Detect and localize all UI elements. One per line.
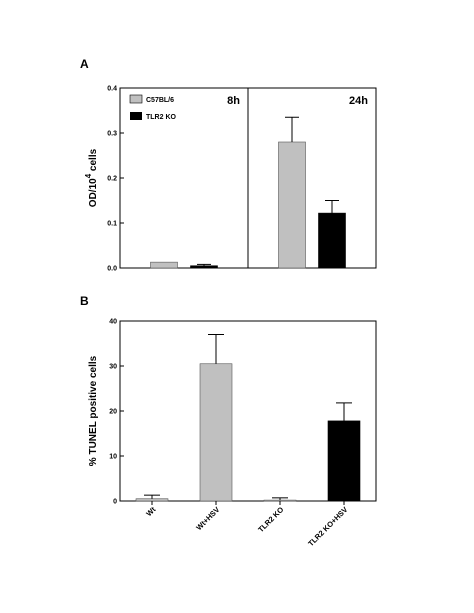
panel-a-y-tick-label: 0.3 [107, 131, 117, 138]
category-label: TLR2 KO+HSV [306, 505, 349, 548]
panel-a-y-axis-label: OD/104 cells [84, 148, 99, 207]
panel-a-y-tick-label: 0.4 [107, 86, 117, 93]
panel-b-y-tick-label: 30 [109, 364, 117, 371]
legend-label-tlr2ko: TLR2 KO [146, 114, 177, 121]
legend-swatch-tlr2ko [130, 112, 142, 120]
panel-b: B 0 10 20 30 40 Wt Wt+HSV TLR2 KO TLR2 KO+HSV %… [80, 294, 377, 548]
panel-a-y-tick-label: 0.1 [107, 221, 117, 228]
facet-label-8h: 8h [227, 95, 240, 107]
panel-b-y-tick-label: 40 [109, 319, 117, 326]
panel-b-y-tick-label: 20 [109, 409, 117, 416]
error-bar-8h-1 [197, 263, 211, 266]
panel-b-y-tick-label: 10 [109, 454, 117, 461]
panel-a-letter: A [80, 57, 89, 71]
bar-tlr2-ko [263, 499, 297, 502]
panel-a-legend: C57BL/6 TLR2 KO [129, 94, 177, 121]
legend-label-c57bl6: C57BL/6 [146, 97, 174, 104]
bar-8h-tlr2-ko [190, 265, 218, 269]
panel-a-bars [150, 116, 346, 269]
panel-a: A 0.0 0.1 0.2 0.3 0.4 8h 24h C57BL/6 TLR2 KO… [80, 57, 377, 273]
panel-a-y-axis: 0.0 0.1 0.2 0.3 0.4 [107, 86, 124, 273]
legend-swatch-c57bl6 [129, 94, 143, 104]
error-bar-wt [144, 494, 160, 499]
bar-24h-tlr2-ko [318, 212, 346, 269]
bar-wt [135, 498, 169, 502]
bar-24h-c57bl-6 [278, 141, 306, 269]
category-label: Wt [144, 505, 157, 518]
error-bar-tlr2-ko-hsv [336, 402, 352, 421]
bar-tlr2-ko-hsv [327, 420, 361, 502]
panel-b-bars [135, 334, 361, 502]
bar-wt-hsv [199, 363, 233, 502]
panel-b-x-axis: Wt Wt+HSV TLR2 KO TLR2 KO+HSV [144, 501, 349, 548]
error-bar-24h-1 [325, 200, 339, 214]
panel-a-y-tick-label: 0.0 [107, 266, 117, 273]
category-label: TLR2 KO [256, 505, 285, 534]
error-bar-wt-hsv [208, 334, 224, 364]
panel-a-y-tick-label: 0.2 [107, 176, 117, 183]
panel-b-y-axis-label: % TUNEL positive cells [88, 355, 99, 466]
error-bar-24h-0 [285, 116, 299, 142]
error-bar-tlr2-ko [272, 497, 288, 501]
bar-8h-c57bl-6 [150, 261, 178, 269]
panel-b-letter: B [80, 294, 89, 308]
facet-label-24h: 24h [349, 95, 368, 107]
panel-b-y-tick-label: 0 [113, 499, 117, 506]
panel-b-y-axis: 0 10 20 30 40 [109, 319, 124, 506]
category-label: Wt+HSV [194, 505, 221, 532]
